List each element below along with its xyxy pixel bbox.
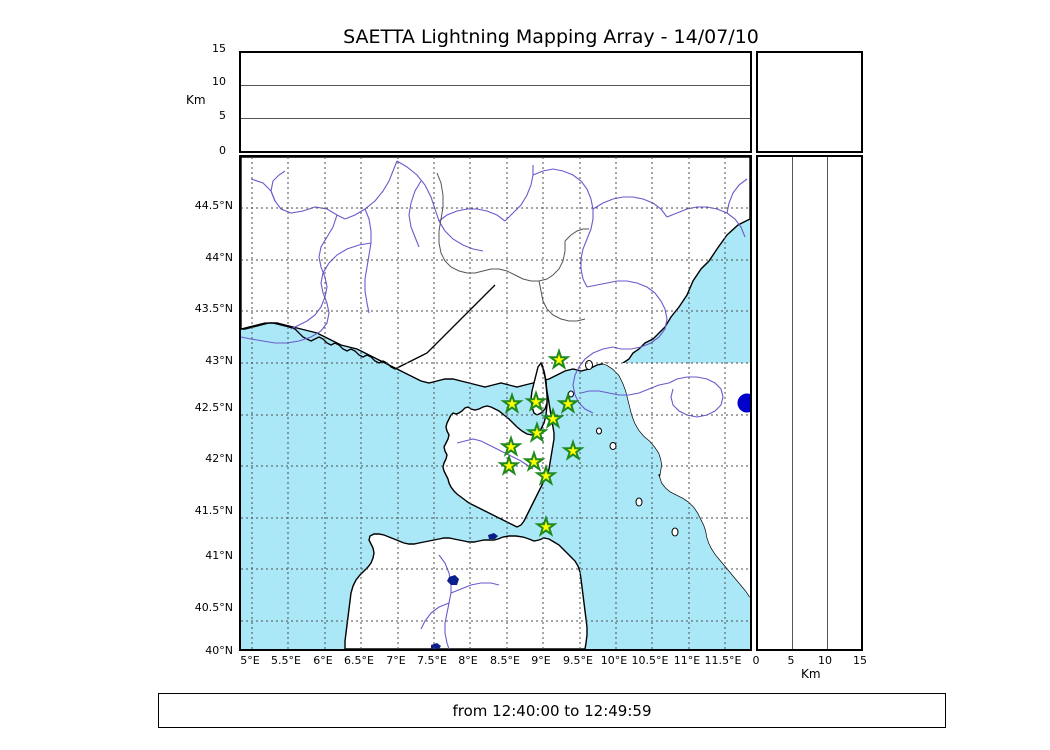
tick-km-15: 15 [853,654,867,667]
station-marker-03 [524,389,548,412]
tick-lon-8: 8°E [458,654,478,667]
tick-lon-5_5: 5.5°E [271,654,301,667]
panel-altitude-vs-latitude[interactable] [756,155,863,651]
tick-lat-40: 40°N [205,644,233,657]
tick-top-15: 15 [212,42,226,55]
station-marker-11 [534,463,558,486]
island-gorgona [596,427,602,435]
tick-top-0: 0 [219,144,226,157]
landmass-sardinia [344,533,588,649]
tick-lon-5: 5°E [240,654,260,667]
lake-sardinia-1 [447,575,459,585]
tick-lat-41_5: 41.5°N [194,504,233,517]
tick-lat-44_5: 44.5°N [194,199,233,212]
tick-lat-43: 43°N [205,354,233,367]
page-title: SAETTA Lightning Mapping Array - 14/07/1… [343,26,759,48]
tick-lon-6: 6°E [313,654,333,667]
national-borders [436,172,589,322]
tick-lat-44: 44°N [205,251,233,264]
tick-lon-8_5: 8.5°E [490,654,520,667]
tick-lat-42_5: 42.5°N [194,401,233,414]
station-marker-01 [547,347,571,370]
tick-top-10: 10 [212,75,226,88]
rivers-sardinia [420,554,500,649]
right-panel-axis-label: Km [801,667,821,681]
map-graphics [241,157,750,649]
panel-map[interactable] [239,155,752,651]
gridline-km-10 [827,157,828,649]
station-marker-05 [541,406,565,429]
tick-lon-11: 11°E [673,654,701,667]
tick-lon-7: 7°E [386,654,406,667]
island-pianosa [609,442,617,450]
landmass-corsica [442,362,555,528]
rivers-layer [241,160,748,418]
station-marker-04 [556,391,580,414]
station-marker-12 [534,514,558,537]
landmass-mainland [241,157,750,388]
station-marker-06 [525,420,549,443]
tick-lon-9: 9°E [531,654,551,667]
rivers-corsica [456,438,534,470]
gridline-alt-10 [241,85,750,86]
lake-sardinia-3 [488,533,498,539]
tick-lon-10: 10°E [600,654,628,667]
tick-lat-41: 41°N [205,549,233,562]
tick-km-5: 5 [787,654,795,667]
station-marker-09 [522,449,546,472]
station-marker-08 [561,438,585,461]
tick-km-10: 10 [818,654,832,667]
island-capraia [585,360,593,370]
station-markers-layer [497,347,585,537]
station-marker-07 [499,434,523,457]
time-range-text: from 12:40:00 to 12:49:59 [452,701,652,720]
tick-lat-40_5: 40.5°N [194,601,233,614]
tick-km-0: 0 [752,654,760,667]
island-montecristo [635,497,643,507]
panel-altitude-vs-longitude[interactable] [239,51,752,153]
tick-lon-6_5: 6.5°E [344,654,374,667]
tick-lat-42: 42°N [205,452,233,465]
tick-lon-9_5: 9.5°E [563,654,593,667]
tick-lat-43_5: 43.5°N [194,302,233,315]
station-marker-02 [500,391,524,414]
gridline-alt-5 [241,118,750,119]
landmass-italy-fill [601,363,750,597]
top-panel-axis-label: Km [186,93,206,107]
coastline-provence [241,284,496,370]
tick-lon-11_5: 11.5°E [704,654,742,667]
tick-lon-10_5: 10.5°E [631,654,669,667]
status-bar[interactable]: from 12:40:00 to 12:49:59 [158,693,946,728]
tick-lon-7_5: 7.5°E [417,654,447,667]
gridline-km-5 [792,157,793,649]
panel-altitude-histogram[interactable] [756,51,863,153]
tick-top-5: 5 [219,109,226,122]
station-marker-10 [497,453,521,476]
island-giglio [671,527,679,537]
source-point-1 [737,393,750,413]
